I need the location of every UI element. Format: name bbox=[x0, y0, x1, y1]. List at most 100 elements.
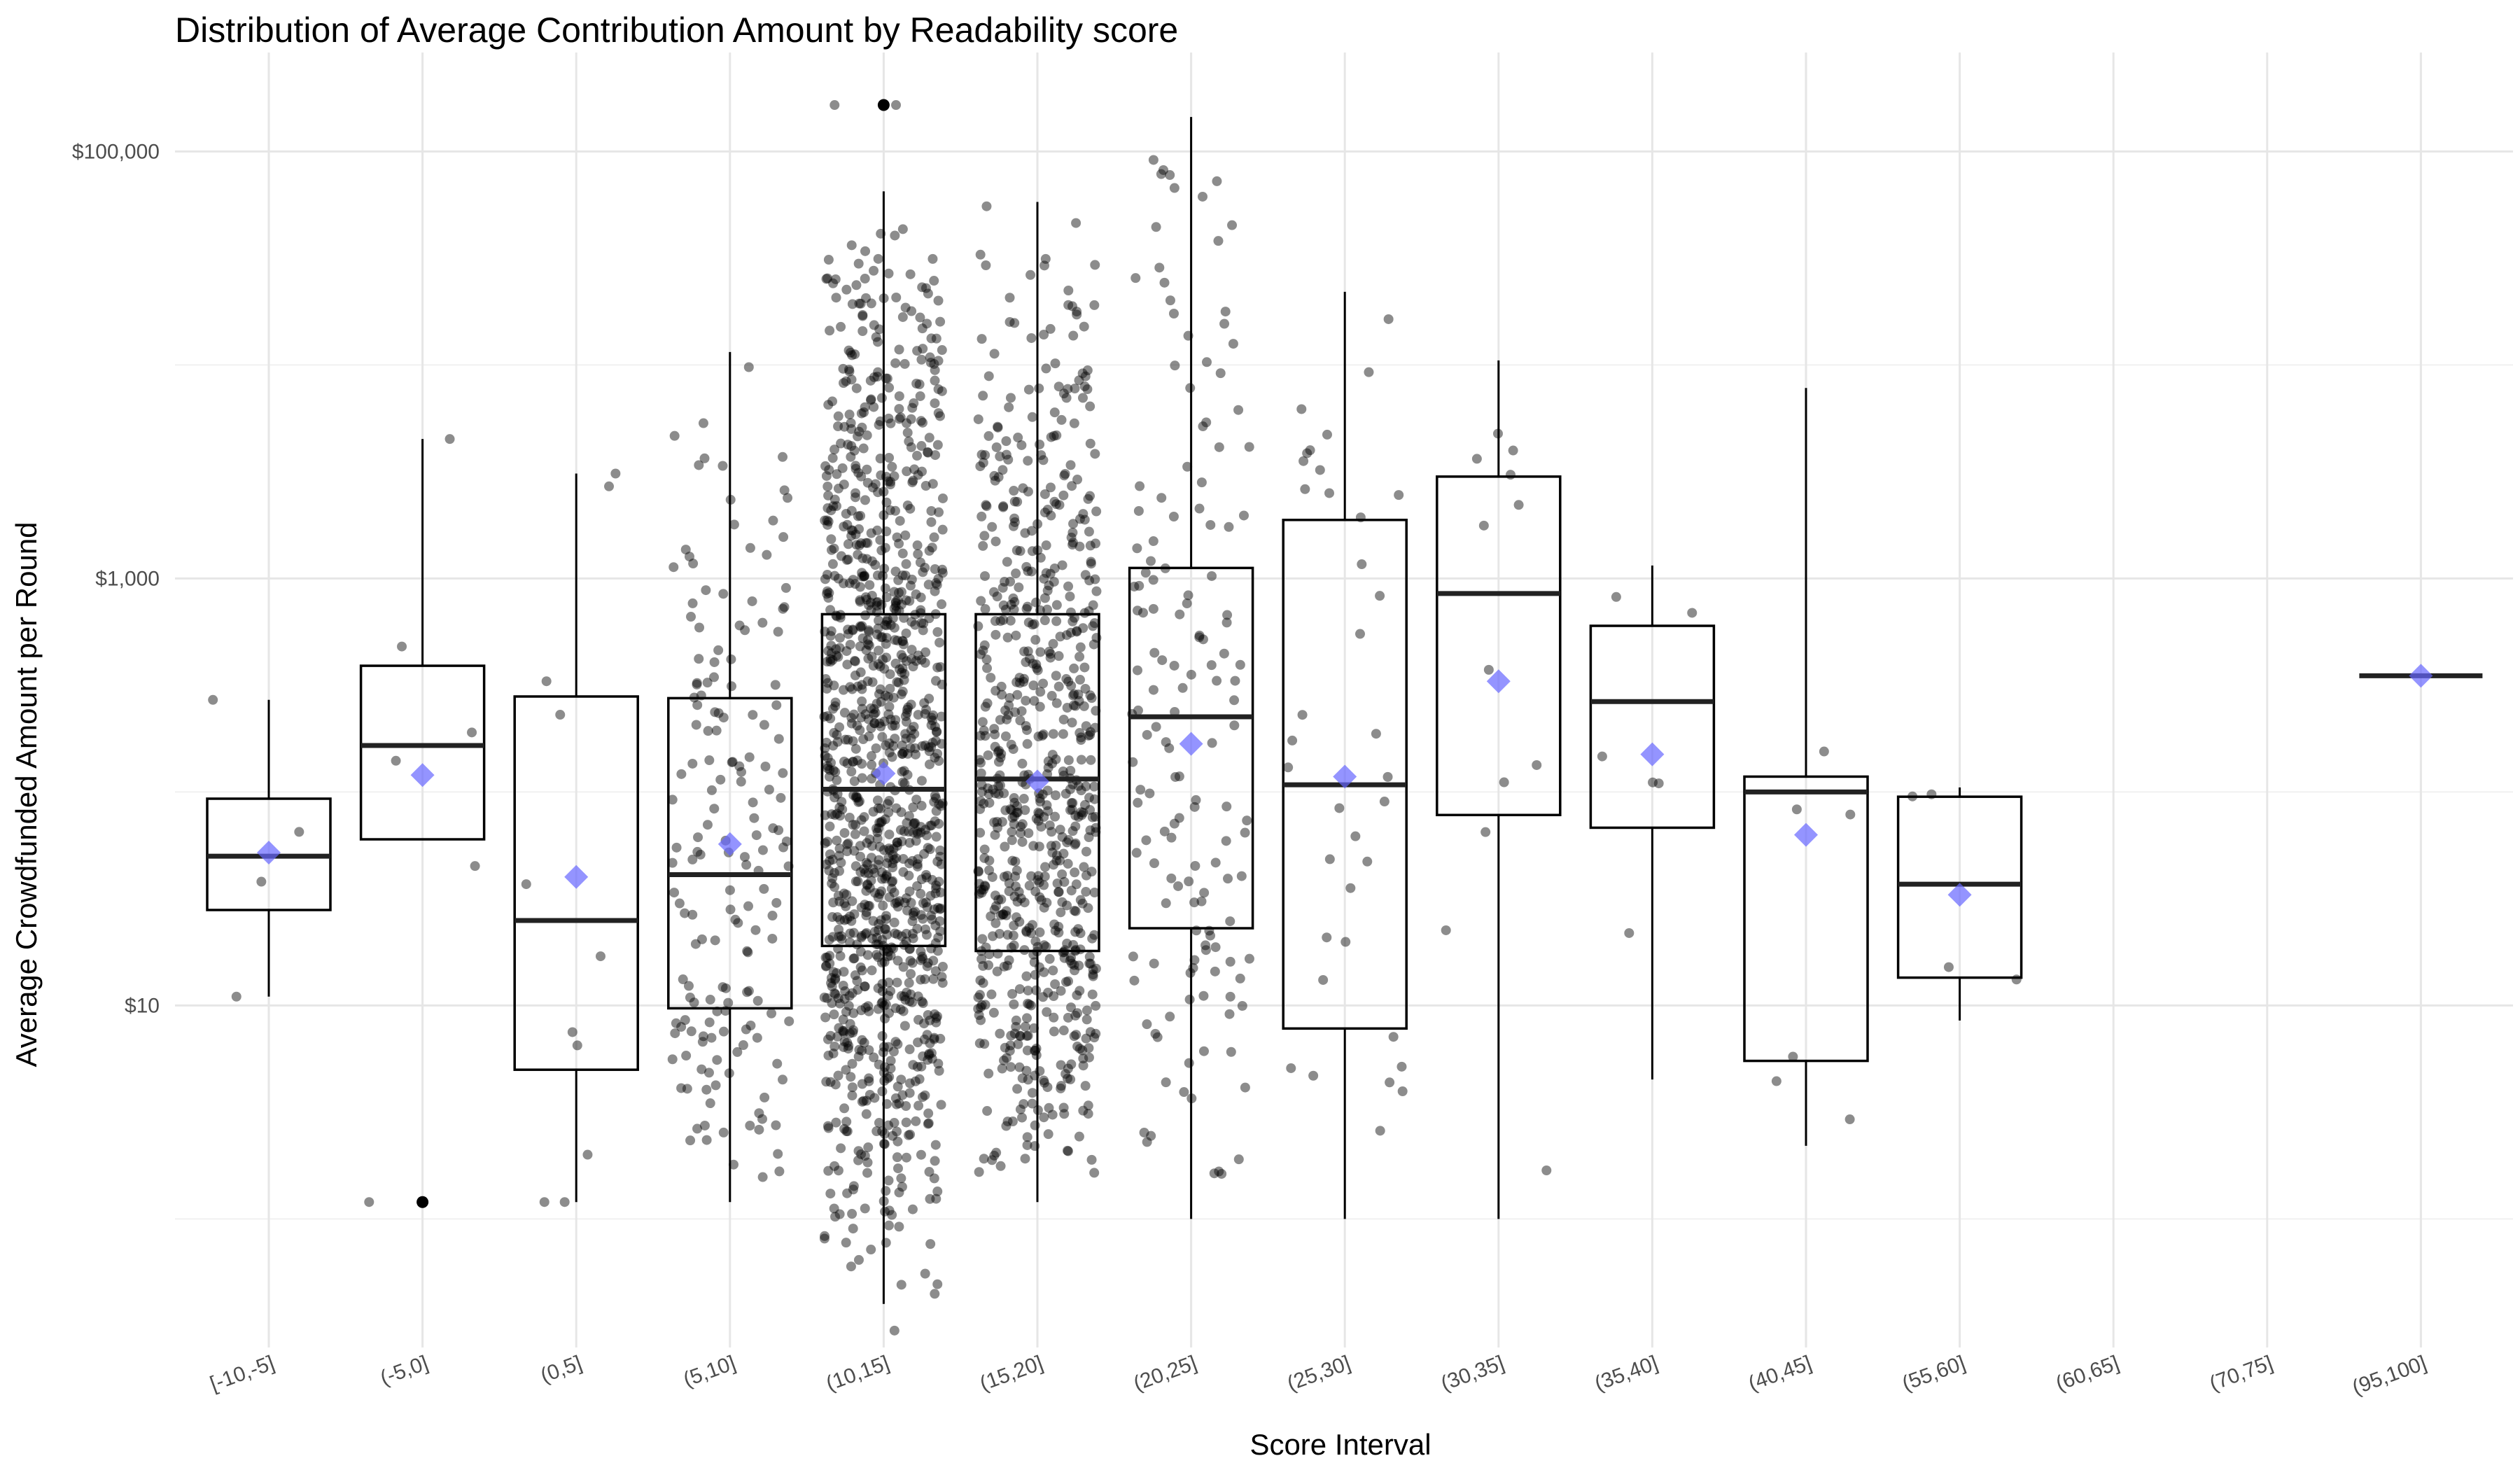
jitter-point bbox=[896, 689, 906, 699]
jitter-point bbox=[881, 740, 891, 750]
jitter-point bbox=[907, 928, 918, 939]
jitter-point bbox=[861, 293, 872, 303]
jitter-point bbox=[595, 951, 606, 962]
jitter-point bbox=[830, 444, 840, 455]
jitter-point bbox=[1079, 381, 1090, 391]
jitter-point bbox=[935, 926, 946, 937]
jitter-point bbox=[1012, 1084, 1023, 1094]
jitter-point bbox=[776, 792, 786, 803]
jitter-point bbox=[927, 737, 938, 748]
jitter-point bbox=[866, 703, 876, 713]
jitter-point bbox=[1081, 846, 1091, 857]
jitter-point bbox=[984, 865, 995, 876]
jitter-point bbox=[930, 752, 940, 763]
jitter-point bbox=[832, 469, 842, 479]
jitter-point bbox=[916, 946, 926, 957]
jitter-point bbox=[822, 503, 833, 513]
jitter-point bbox=[919, 1018, 930, 1029]
jitter-point bbox=[841, 646, 852, 657]
jitter-point bbox=[883, 807, 894, 818]
jitter-point bbox=[867, 965, 877, 976]
jitter-point bbox=[1005, 393, 1016, 403]
jitter-point bbox=[883, 1008, 894, 1018]
jitter-point bbox=[924, 759, 934, 769]
jitter-point bbox=[829, 543, 839, 554]
jitter-point bbox=[984, 855, 995, 866]
jitter-point bbox=[1532, 760, 1542, 770]
jitter-point bbox=[862, 879, 873, 890]
jitter-point bbox=[1063, 676, 1074, 687]
jitter-point bbox=[934, 507, 944, 517]
jitter-point bbox=[2011, 974, 2022, 985]
jitter-point bbox=[1226, 1046, 1236, 1057]
jitter-point bbox=[879, 664, 890, 674]
jitter-point bbox=[844, 364, 854, 374]
jitter-point bbox=[1061, 630, 1072, 640]
jitter-point bbox=[1021, 927, 1032, 937]
jitter-point bbox=[682, 1084, 692, 1094]
jitter-point bbox=[861, 910, 872, 920]
jitter-point bbox=[1065, 460, 1076, 470]
jitter-point bbox=[873, 860, 883, 870]
jitter-point bbox=[1242, 816, 1252, 826]
jitter-point bbox=[887, 720, 897, 731]
jitter-point bbox=[890, 601, 901, 611]
jitter-point bbox=[850, 792, 861, 803]
jitter-point bbox=[864, 1045, 874, 1056]
jitter-point bbox=[825, 855, 835, 866]
jitter-point bbox=[1051, 430, 1062, 440]
jitter-point bbox=[1069, 1031, 1079, 1042]
jitter-point bbox=[391, 755, 401, 766]
jitter-point bbox=[918, 625, 928, 636]
jitter-point bbox=[1012, 690, 1023, 700]
jitter-point bbox=[1084, 575, 1095, 586]
jitter-point bbox=[1063, 1063, 1073, 1074]
jitter-point bbox=[847, 684, 858, 694]
jitter-point bbox=[1212, 176, 1222, 186]
jitter-point bbox=[886, 477, 896, 487]
jitter-point bbox=[897, 748, 908, 759]
jitter-point bbox=[1005, 576, 1016, 587]
jitter-point bbox=[884, 892, 895, 902]
jitter-point bbox=[1302, 448, 1312, 458]
jitter-point bbox=[915, 557, 925, 568]
jitter-point bbox=[834, 844, 845, 854]
jitter-point bbox=[851, 280, 862, 290]
jitter-point bbox=[740, 625, 750, 636]
jitter-point bbox=[913, 991, 923, 1002]
jitter-point bbox=[1207, 570, 1217, 581]
jitter-point bbox=[1210, 966, 1220, 976]
jitter-point bbox=[555, 710, 566, 720]
jitter-point bbox=[820, 461, 831, 471]
jitter-point bbox=[718, 589, 729, 599]
jitter-point bbox=[1091, 963, 1101, 974]
means-layer bbox=[257, 664, 2433, 907]
jitter-point bbox=[920, 480, 931, 491]
jitter-point bbox=[925, 1015, 935, 1026]
jitter-point bbox=[821, 274, 832, 284]
jitter-point bbox=[855, 621, 865, 631]
jitter-point bbox=[998, 909, 1009, 920]
jitter-point bbox=[1611, 592, 1621, 602]
jitter-point bbox=[927, 253, 938, 264]
jitter-point bbox=[934, 904, 945, 914]
jitter-point bbox=[845, 928, 855, 939]
jitter-point bbox=[1002, 714, 1012, 724]
jitter-point bbox=[1084, 1043, 1094, 1054]
jitter-point bbox=[927, 542, 937, 553]
jitter-point bbox=[844, 578, 855, 589]
jitter-point bbox=[832, 808, 842, 819]
jitter-point bbox=[764, 785, 774, 795]
jitter-point bbox=[880, 620, 890, 630]
jitter-point bbox=[997, 1063, 1007, 1074]
jitter-point bbox=[1066, 798, 1077, 808]
jitter-point bbox=[1240, 827, 1250, 838]
jitter-point bbox=[830, 792, 840, 803]
jitter-point bbox=[820, 952, 831, 962]
jitter-point bbox=[882, 1073, 892, 1084]
jitter-point bbox=[834, 896, 845, 906]
jitter-point bbox=[1074, 986, 1085, 996]
jitter-point bbox=[834, 850, 844, 861]
jitter-point bbox=[1031, 813, 1042, 824]
x-tick-label: (30,35] bbox=[1438, 1352, 1507, 1396]
